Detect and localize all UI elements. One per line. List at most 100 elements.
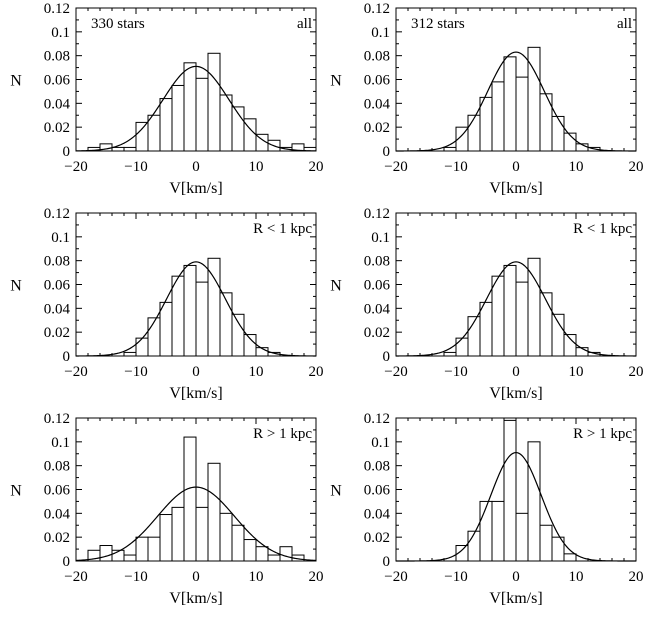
sample-label: R > 1 kpc bbox=[573, 426, 632, 442]
y-tick-label: 0.06 bbox=[44, 73, 71, 89]
y-tick-label: 0.08 bbox=[44, 459, 70, 475]
x-tick-label: 0 bbox=[512, 364, 520, 380]
x-axis-label: V[km/s] bbox=[169, 180, 222, 197]
y-tick-label: 0 bbox=[383, 349, 391, 365]
y-tick-label: 0.1 bbox=[371, 230, 390, 246]
histogram-bar bbox=[219, 94, 233, 152]
x-tick-label: 0 bbox=[192, 159, 200, 175]
x-tick-label: −10 bbox=[444, 364, 467, 380]
histogram-bar bbox=[551, 115, 565, 152]
sample-label: all bbox=[617, 16, 632, 32]
histogram-bar bbox=[207, 462, 221, 562]
y-tick-label: 0.08 bbox=[44, 254, 70, 270]
histogram-bar bbox=[123, 554, 137, 562]
histogram-bar bbox=[135, 121, 149, 152]
x-tick-label: 20 bbox=[629, 364, 644, 380]
y-tick-label: 0.12 bbox=[44, 1, 70, 17]
gaussian-fit-line bbox=[75, 486, 317, 562]
histogram-bar bbox=[255, 546, 269, 562]
y-tick-label: 0.02 bbox=[44, 325, 70, 341]
y-tick-label: 0 bbox=[383, 144, 391, 160]
y-axis-label: N bbox=[330, 483, 342, 500]
histogram-bar bbox=[563, 553, 577, 562]
y-tick-label: 0.08 bbox=[364, 459, 390, 475]
x-tick-label: 10 bbox=[569, 364, 584, 380]
histogram-bar bbox=[527, 441, 541, 562]
y-axis-label: N bbox=[330, 278, 342, 295]
histogram-bar bbox=[123, 351, 137, 357]
panel-2: 0 0.02 0.04 0.06 0.08 0.1 0.12 −20 −10 0 10 20 V[km/… bbox=[330, 1, 643, 197]
histogram-bars bbox=[123, 257, 281, 357]
x-axis-label: V[km/s] bbox=[169, 385, 222, 402]
y-axis-label: N bbox=[10, 483, 22, 500]
x-tick-label: 10 bbox=[249, 569, 264, 585]
histogram-bar bbox=[479, 301, 493, 357]
histogram-bar bbox=[219, 292, 233, 357]
gaussian-fit-line bbox=[75, 65, 317, 152]
histogram-bar bbox=[503, 264, 517, 357]
y-tick-label: 0.1 bbox=[51, 230, 70, 246]
histogram-bar bbox=[479, 500, 493, 562]
histogram-bar bbox=[491, 500, 505, 562]
gaussian-fit-line bbox=[396, 51, 636, 152]
x-tick-label: 10 bbox=[249, 159, 264, 175]
histogram-bar bbox=[183, 264, 197, 357]
histogram-bar bbox=[159, 514, 173, 562]
histogram-bar bbox=[279, 546, 293, 562]
histogram-bar bbox=[455, 337, 469, 357]
y-tick-label: 0.12 bbox=[44, 206, 70, 222]
gaussian-fit-line bbox=[395, 261, 637, 357]
sample-label: R < 1 kpc bbox=[253, 221, 312, 237]
sample-label: R < 1 kpc bbox=[573, 221, 632, 237]
x-tick-label: −20 bbox=[384, 569, 407, 585]
histogram-bar bbox=[443, 146, 457, 152]
histogram-bar bbox=[135, 337, 149, 357]
x-tick-label: −10 bbox=[124, 364, 147, 380]
histogram-bar bbox=[231, 524, 245, 562]
x-axis-label: V[km/s] bbox=[489, 180, 542, 197]
star-count-label: 312 stars bbox=[411, 16, 465, 32]
histogram-bar bbox=[503, 419, 517, 562]
y-tick-label: 0.06 bbox=[44, 278, 71, 294]
y-tick-label: 0.02 bbox=[44, 530, 70, 546]
histogram-bar bbox=[467, 530, 481, 562]
histogram-bar bbox=[195, 281, 209, 357]
x-axis-label: V[km/s] bbox=[489, 590, 542, 607]
x-tick-label: −10 bbox=[124, 569, 147, 585]
panel-5: 0 0.02 0.04 0.06 0.08 0.1 0.12 −20 −10 0 10 20 V[km/… bbox=[10, 411, 323, 607]
histogram-bar bbox=[491, 275, 505, 357]
histogram-bar bbox=[243, 539, 257, 562]
histogram-bar bbox=[539, 524, 553, 562]
histogram-bar bbox=[171, 506, 185, 562]
y-tick-label: 0.12 bbox=[364, 411, 390, 427]
y-tick-label: 0.04 bbox=[44, 506, 71, 522]
histogram-bar bbox=[195, 77, 209, 152]
x-tick-label: 20 bbox=[629, 569, 644, 585]
x-tick-label: 0 bbox=[512, 159, 520, 175]
y-tick-label: 0.08 bbox=[364, 254, 390, 270]
histogram-bar bbox=[135, 536, 149, 562]
histogram-bar bbox=[147, 114, 161, 152]
panel-1: 0 0.02 0.04 0.06 0.08 0.1 0.12 −20 −10 0 10 20 V[km/… bbox=[10, 1, 323, 197]
y-tick-label: 0.02 bbox=[364, 530, 390, 546]
y-tick-label: 0.1 bbox=[51, 435, 70, 451]
y-tick-label: 0 bbox=[63, 144, 71, 160]
histogram-bar bbox=[491, 81, 505, 152]
y-tick-label: 0.12 bbox=[44, 411, 70, 427]
histogram-bar bbox=[111, 146, 125, 152]
y-tick-label: 0 bbox=[63, 554, 71, 570]
histogram-bar bbox=[159, 98, 173, 152]
histogram-bar bbox=[503, 56, 517, 152]
y-tick-label: 0.02 bbox=[44, 120, 70, 136]
histogram-bar bbox=[551, 313, 565, 357]
histogram-bar bbox=[171, 275, 185, 357]
histogram-bar bbox=[515, 281, 529, 357]
y-axis-label: N bbox=[10, 278, 22, 295]
x-tick-label: −10 bbox=[124, 159, 147, 175]
x-tick-label: 10 bbox=[249, 364, 264, 380]
sample-label: R > 1 kpc bbox=[253, 426, 312, 442]
x-tick-label: 20 bbox=[309, 364, 324, 380]
x-tick-label: 20 bbox=[309, 569, 324, 585]
histogram-bar bbox=[467, 114, 481, 152]
